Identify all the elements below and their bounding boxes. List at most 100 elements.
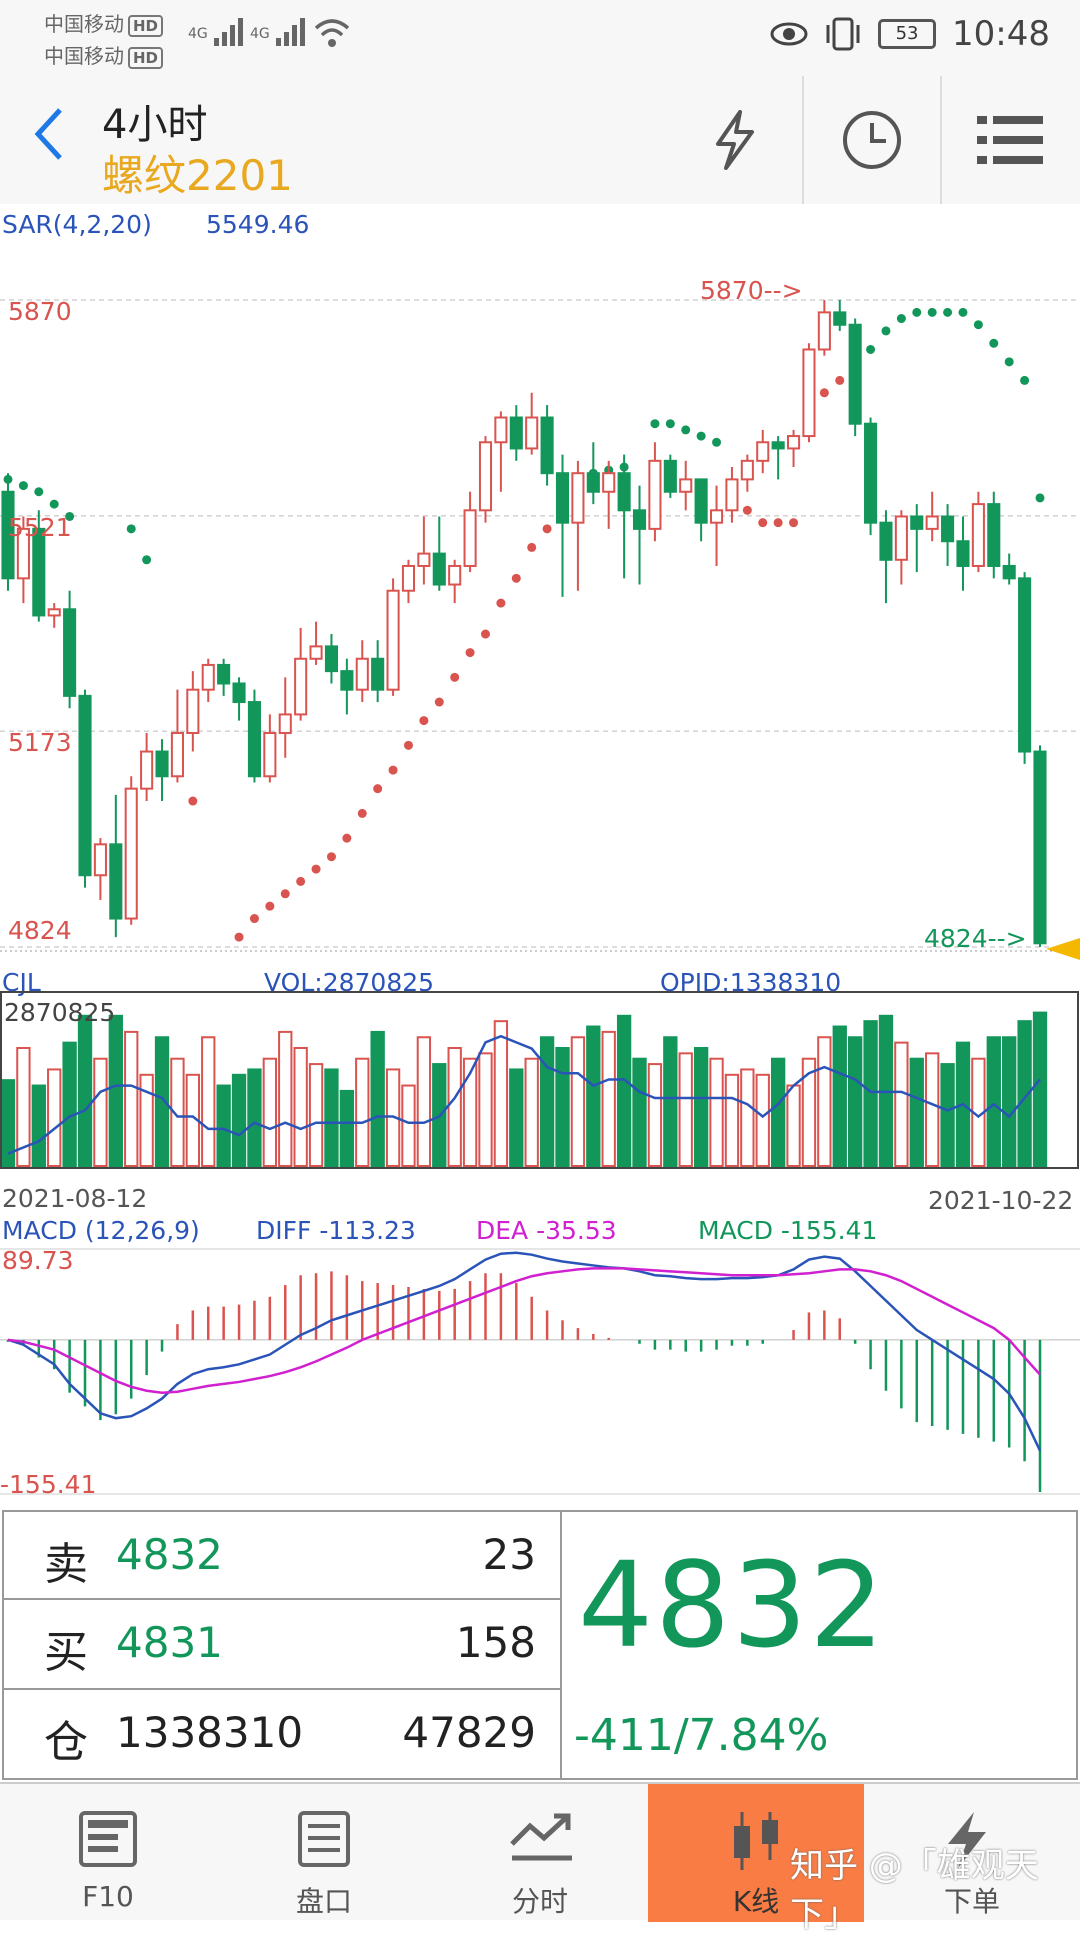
volume-bar xyxy=(124,1030,139,1167)
candle-body xyxy=(525,416,539,450)
candle-body xyxy=(63,608,77,697)
position-value: 1338310 xyxy=(116,1708,304,1757)
candle-body xyxy=(833,311,847,326)
volume-bar xyxy=(817,1036,832,1168)
sar-dot xyxy=(326,852,336,862)
macd-label: MACD (12,26,9) xyxy=(2,1216,200,1245)
tab-intraday[interactable]: 分时 xyxy=(432,1784,648,1922)
candle xyxy=(540,405,554,486)
period-title: 4小时 xyxy=(102,102,208,148)
volume-bar xyxy=(139,1073,154,1167)
candle xyxy=(864,417,878,536)
status-bar: 中国移动 HD 中国移动 HD 4G 4G 53 10:48 xyxy=(0,0,1080,76)
candle xyxy=(817,300,831,356)
macd-chart[interactable] xyxy=(0,1248,1080,1496)
tab-kline[interactable]: K线 xyxy=(648,1784,864,1922)
candle xyxy=(833,300,847,331)
candle-body xyxy=(186,688,200,734)
candle xyxy=(340,658,354,715)
sar-dot xyxy=(373,784,383,794)
menu-button[interactable] xyxy=(942,76,1078,204)
candle-body xyxy=(355,657,369,691)
sar-dot xyxy=(773,518,783,528)
volume-frame xyxy=(0,991,1079,1169)
candle xyxy=(32,510,46,622)
candle-body xyxy=(632,509,647,530)
lightning-icon xyxy=(948,1812,986,1868)
sar-dot xyxy=(665,419,675,429)
history-button[interactable] xyxy=(804,76,940,204)
candle xyxy=(124,776,138,925)
sar-dot xyxy=(49,499,59,509)
date-start: 2021-08-12 xyxy=(2,1184,148,1213)
position-change: 47829 xyxy=(402,1708,536,1757)
y-tick-label: 4824 xyxy=(8,916,72,945)
candle xyxy=(848,318,862,437)
candle-body xyxy=(694,478,708,524)
volume-bar xyxy=(770,1057,786,1167)
buy-row[interactable]: 买 4831 158 xyxy=(2,1598,562,1690)
candle-body xyxy=(371,657,385,691)
flash-button[interactable] xyxy=(666,76,802,204)
sar-dot xyxy=(943,307,953,317)
candle xyxy=(140,732,154,802)
tab-order-book[interactable]: 盘口 xyxy=(216,1784,432,1922)
clock-icon xyxy=(843,111,901,169)
candle-body xyxy=(1033,750,1047,945)
sar-dot xyxy=(265,901,275,911)
sar-dot xyxy=(758,518,768,528)
candle xyxy=(648,442,662,542)
contract-name: 螺纹2201 xyxy=(102,151,293,200)
sar-label: SAR(4,2,20) xyxy=(2,210,152,239)
volume-bar xyxy=(324,1068,339,1167)
battery-icon: 53 xyxy=(878,19,937,49)
sar-dot xyxy=(434,697,444,707)
volume-bar xyxy=(570,1036,586,1168)
sar-dot xyxy=(927,307,937,317)
sar-dot xyxy=(1035,493,1045,503)
back-arrow-icon[interactable] xyxy=(30,106,66,162)
candle xyxy=(571,460,585,591)
kline-chart[interactable]: 5870 5521 5173 4824 xyxy=(0,240,1080,965)
sell-row[interactable]: 卖 4832 23 xyxy=(2,1510,562,1600)
candle-body xyxy=(663,459,677,493)
candle-body xyxy=(894,515,908,561)
low-marker: 4824--> xyxy=(924,924,1027,953)
sar-dot xyxy=(65,511,75,521)
candle xyxy=(232,677,246,721)
sar-dot xyxy=(249,914,259,924)
tab-f10[interactable]: F10 xyxy=(0,1784,216,1922)
candle-body xyxy=(278,713,292,734)
volume-bar xyxy=(47,1068,62,1167)
candle xyxy=(309,621,323,665)
candle xyxy=(247,689,261,783)
sar-dot xyxy=(973,320,983,330)
sar-dot xyxy=(342,833,352,843)
volume-bar xyxy=(894,1041,909,1167)
volume-bar xyxy=(62,1041,77,1167)
candle xyxy=(525,392,539,455)
quote-panel: 卖 4832 23 买 4831 158 仓 1338310 47829 483… xyxy=(0,1510,1080,1780)
candle xyxy=(478,436,493,523)
candle xyxy=(417,516,431,585)
candle-body xyxy=(232,682,246,704)
volume-bar xyxy=(925,1052,940,1167)
sar-dot xyxy=(465,648,475,658)
candle-body xyxy=(16,527,30,580)
tab-place-order[interactable]: 下单 xyxy=(864,1784,1080,1922)
candle-body xyxy=(109,843,123,920)
candle xyxy=(632,485,647,585)
candle xyxy=(63,590,77,709)
header-divider xyxy=(802,76,804,204)
candle-body xyxy=(217,663,231,685)
candle xyxy=(278,677,292,758)
volume-bar xyxy=(308,1063,324,1167)
sar-dot xyxy=(388,765,398,775)
volume-chart[interactable] xyxy=(0,990,1080,1170)
sar-dot xyxy=(403,740,413,750)
volume-bar xyxy=(647,1063,663,1167)
candle xyxy=(494,411,508,492)
volume-bar xyxy=(509,1068,524,1167)
last-price: 4832 xyxy=(578,1536,887,1674)
signal-icon-1: 4G xyxy=(188,16,246,48)
